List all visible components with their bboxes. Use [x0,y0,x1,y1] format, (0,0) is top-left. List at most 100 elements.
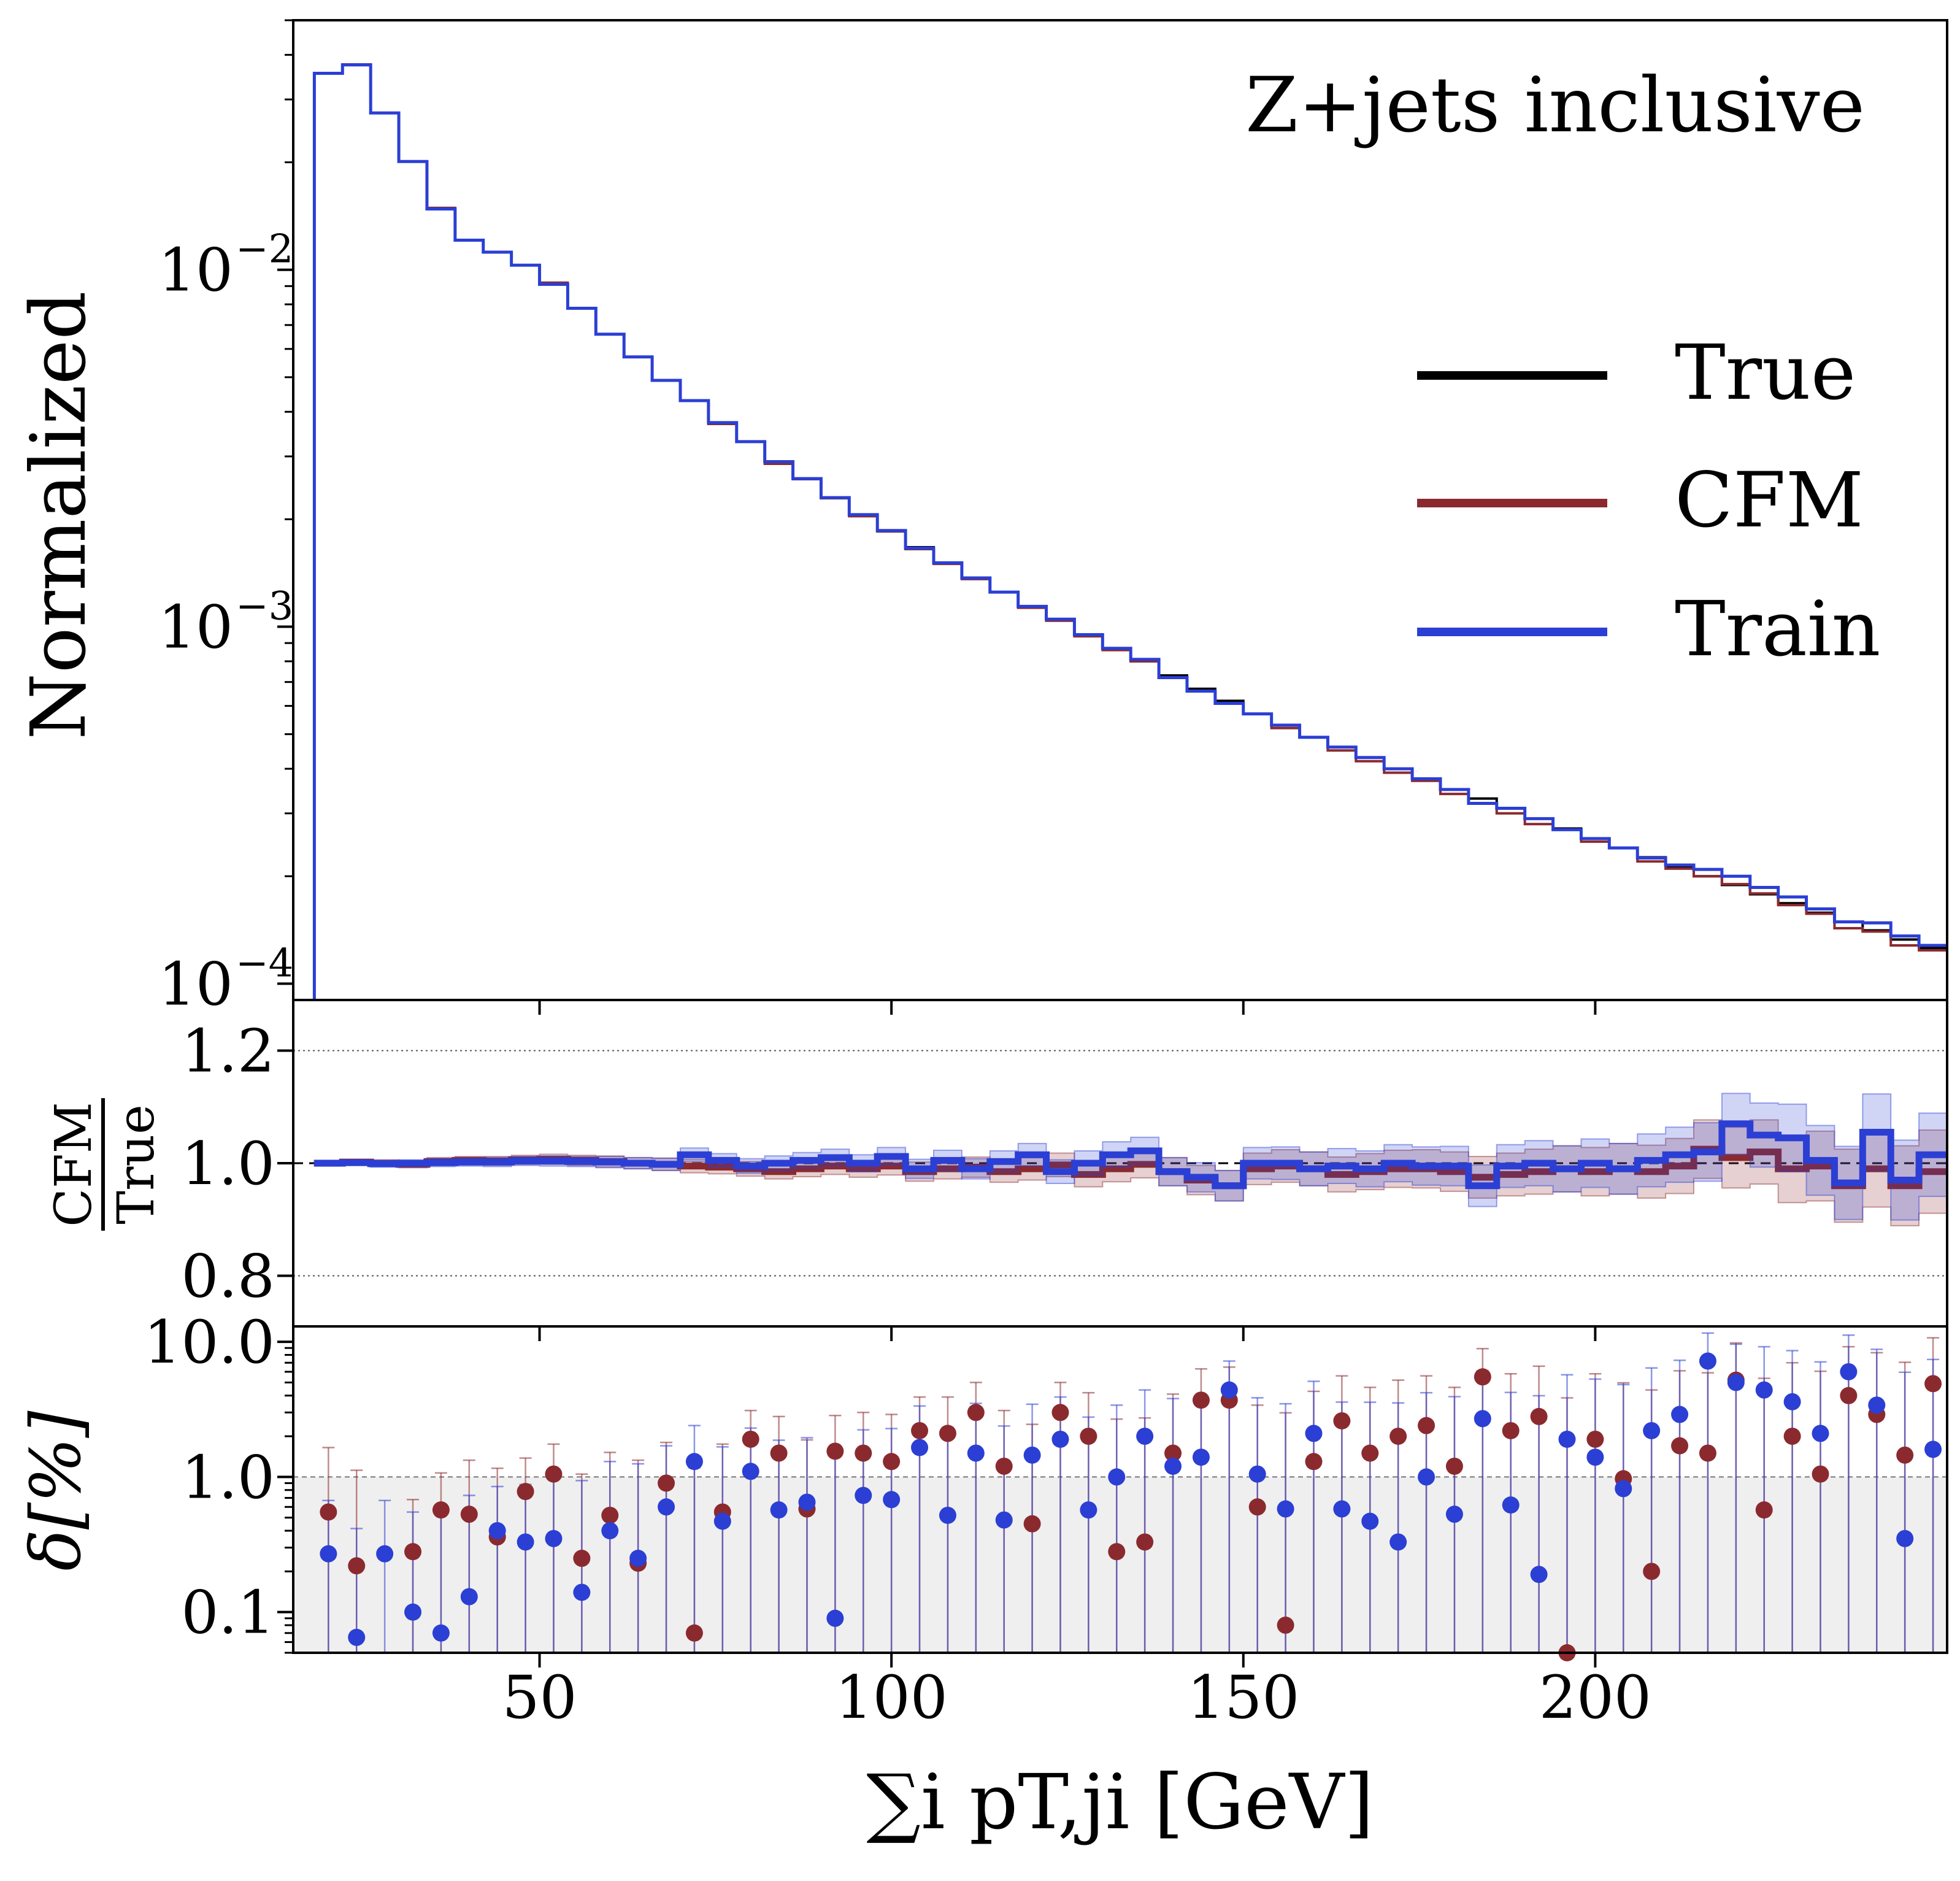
delta-train-point [995,1511,1013,1529]
delta-train-point [1051,1430,1069,1448]
delta-cfm-point [1840,1387,1858,1404]
delta-cfm-point [1164,1444,1182,1462]
delta-cfm-point [826,1442,844,1460]
delta-train-point [1445,1506,1463,1523]
delta-cfm-point [995,1457,1013,1475]
delta-cfm-point [1108,1543,1126,1561]
delta-train-point [1812,1425,1829,1442]
delta-train-point [517,1533,534,1551]
delta-cfm-point [545,1465,563,1483]
main-y-tick-base: 10 [158,236,233,305]
delta-y-tick-label: 1.0 [181,1443,275,1512]
delta-cfm-point [1080,1428,1097,1445]
delta-train-point [1220,1381,1238,1399]
delta-series [293,1332,1947,1661]
delta-train-point [573,1583,591,1601]
main-y-tick-base: 10 [158,950,233,1018]
delta-train-point [826,1609,844,1627]
delta-train-point [1192,1448,1210,1466]
delta-cfm-point [1136,1533,1154,1551]
ratio-train-line [314,1120,1947,1190]
delta-train-point [601,1522,619,1540]
main-histogram-panel: 10−210−310−4 Z+jets inclusive Normalized… [15,19,1948,1018]
x-tick-label: 150 [1187,1663,1299,1732]
delta-cfm-point [432,1501,450,1519]
delta-y-axis-label: δ[%] [17,1410,96,1571]
delta-train-point [320,1545,337,1563]
delta-cfm-point [1586,1430,1604,1448]
delta-train-point [742,1463,759,1480]
delta-cfm-point [911,1421,929,1439]
main-y-ticks: 10−210−310−4 [158,19,293,1018]
delta-train-point [404,1603,422,1621]
delta-cfm-point [348,1557,366,1575]
delta-cfm-point [1896,1446,1914,1464]
delta-cfm-point [967,1404,985,1421]
delta-train-point [1840,1363,1858,1380]
delta-train-point [1474,1410,1491,1428]
delta-cfm-point [883,1453,901,1471]
delta-y-tick-label: 10.0 [144,1308,275,1377]
legend-cfm-label: CFM [1675,456,1864,545]
delta-train-point [1727,1374,1745,1391]
delta-cfm-point [1023,1515,1041,1533]
delta-train-point [1108,1468,1126,1486]
delta-train-point [685,1453,703,1471]
delta-cfm-point [1502,1421,1520,1439]
delta-cfm-point [1924,1375,1942,1393]
delta-train-point [1671,1406,1689,1423]
delta-train-point [1755,1381,1773,1399]
ratio-y-tick-label: 1.2 [181,1017,275,1086]
delta-cfm-point [1361,1444,1379,1462]
delta-cfm-point [685,1624,703,1642]
delta-train-point [1418,1468,1435,1486]
delta-cfm-point [1277,1617,1294,1634]
delta-train-point [911,1439,929,1456]
delta-train-point [939,1506,956,1524]
main-y-tick-exponent: −4 [236,940,293,986]
ratio-y-ticks: 1.2 1.0 0.8 [181,1017,293,1310]
delta-train-point [1080,1501,1097,1519]
delta-cfm-point [939,1425,956,1442]
delta-cfm-point [1530,1407,1548,1425]
delta-y-ticks: 10.0 1.0 0.1 [144,1308,293,1654]
delta-train-point [770,1501,788,1519]
delta-train-point [1023,1446,1041,1464]
delta-train-point [545,1529,563,1547]
delta-train-point [376,1545,394,1563]
delta-cfm-point [517,1483,534,1501]
delta-cfm-point [1248,1498,1266,1516]
delta-train-point [1924,1441,1942,1458]
ratio-panel: 1.2 1.0 0.8 CFM True [45,999,1948,1328]
delta-train-point [1277,1500,1294,1518]
delta-cfm-point [1305,1453,1323,1471]
delta-cfm-point [1192,1391,1210,1409]
delta-train-point [1783,1393,1801,1410]
ratio-y-tick-label: 1.0 [181,1129,275,1198]
delta-train-point [967,1444,985,1462]
delta-cfm-point [404,1543,422,1561]
delta-train-point [1361,1512,1379,1530]
delta-cfm-point [855,1444,872,1462]
delta-train-point [1558,1430,1576,1448]
delta-cfm-point [1389,1428,1407,1445]
delta-cfm-point [460,1506,478,1523]
chart-title: Z+jets inclusive [1245,61,1865,150]
delta-cfm-point [601,1506,619,1524]
delta-y-tick-label: 0.1 [181,1579,275,1647]
delta-cfm-point [1333,1412,1351,1429]
delta-train-point [1643,1421,1661,1439]
delta-train-point [883,1491,901,1509]
delta-train-point [1305,1425,1323,1442]
delta-cfm-point [1699,1444,1716,1462]
x-tick-label: 100 [836,1663,948,1732]
delta-train-point [1136,1428,1154,1445]
delta-train-point [1389,1533,1407,1551]
delta-cfm-point [1755,1501,1773,1519]
delta-train-point [798,1493,816,1511]
ratio-series [293,1050,1948,1277]
delta-train-point [348,1628,366,1646]
delta-cfm-point [1671,1437,1689,1455]
delta-cfm-point [320,1503,337,1521]
delta-cfm-point [1445,1457,1463,1475]
